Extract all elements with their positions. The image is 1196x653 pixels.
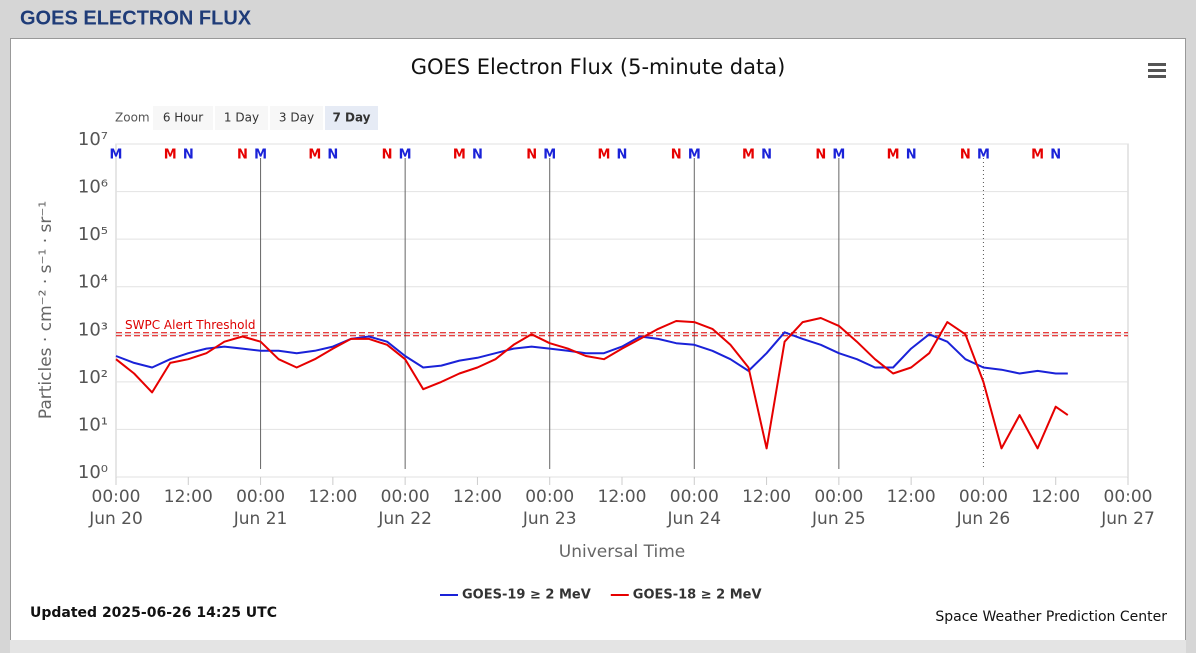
x-axis-label: Universal Time [559, 542, 685, 562]
noon-midnight-marker: M [254, 148, 267, 163]
noon-midnight-marker: M [1031, 148, 1044, 163]
x-tick-label: Jun 27 [1100, 509, 1155, 529]
menu-icon[interactable] [1148, 63, 1166, 78]
y-tick-label: 10² [78, 367, 108, 388]
zoom-button[interactable] [325, 106, 378, 130]
noon-midnight-marker: N [382, 148, 393, 163]
y-axis-label: Particles · cm⁻² · s⁻¹ · sr⁻¹ [36, 201, 56, 419]
page-title: GOES ELECTRON FLUX [20, 7, 252, 29]
zoom-button-label[interactable]: 7 Day [332, 111, 370, 125]
noon-midnight-marker: N [960, 148, 971, 163]
noon-midnight-marker: N [472, 148, 483, 163]
noon-midnight-marker: N [617, 148, 628, 163]
x-tick-label: 00:00 [525, 487, 574, 507]
x-tick-label: 00:00 [1104, 487, 1153, 507]
credit-text: Space Weather Prediction Center [935, 609, 1167, 625]
x-tick-label: 00:00 [959, 487, 1008, 507]
zoom-button-label[interactable]: 3 Day [279, 111, 314, 125]
y-tick-label: 10⁰ [78, 462, 108, 483]
y-tick-label: 10³ [78, 319, 108, 340]
legend-label[interactable]: GOES-18 ≥ 2 MeV [633, 588, 762, 603]
noon-midnight-marker: M [742, 148, 755, 163]
x-tick-label: 12:00 [164, 487, 213, 507]
noon-midnight-marker: M [597, 148, 610, 163]
zoom-button[interactable] [215, 106, 268, 130]
noon-midnight-marker: M [977, 148, 990, 163]
noon-midnight-marker: N [815, 148, 826, 163]
x-tick-label: 00:00 [92, 487, 141, 507]
panel [10, 38, 1186, 641]
zoom-button[interactable] [270, 106, 323, 130]
x-tick-label: 12:00 [308, 487, 357, 507]
chart-title: GOES Electron Flux (5-minute data) [411, 55, 786, 79]
zoom-button-label[interactable]: 1 Day [224, 111, 259, 125]
x-tick-label: Jun 24 [666, 509, 721, 529]
y-tick-label: 10⁴ [78, 272, 108, 293]
x-tick-label: Jun 21 [233, 509, 288, 529]
zoom-button[interactable] [153, 106, 213, 130]
y-tick-label: 10¹ [78, 414, 108, 435]
tab-strip [10, 640, 1186, 653]
noon-midnight-marker: N [237, 148, 248, 163]
y-tick-label: 10⁶ [78, 177, 108, 198]
x-tick-label: 12:00 [1031, 487, 1080, 507]
x-tick-label: 12:00 [887, 487, 936, 507]
zoom-label: Zoom [115, 111, 150, 125]
noon-midnight-marker: N [906, 148, 917, 163]
x-tick-label: Jun 26 [956, 509, 1011, 529]
legend-label[interactable]: GOES-19 ≥ 2 MeV [462, 588, 591, 603]
noon-midnight-marker: M [887, 148, 900, 163]
x-tick-label: 12:00 [742, 487, 791, 507]
threshold-label: SWPC Alert Threshold [125, 318, 255, 332]
noon-midnight-marker: M [308, 148, 321, 163]
x-tick-label: 00:00 [814, 487, 863, 507]
x-tick-label: 12:00 [453, 487, 502, 507]
noon-midnight-marker: N [327, 148, 338, 163]
noon-midnight-marker: N [183, 148, 194, 163]
noon-midnight-marker: M [688, 148, 701, 163]
noon-midnight-marker: M [164, 148, 177, 163]
noon-midnight-marker: N [671, 148, 682, 163]
noon-midnight-marker: N [526, 148, 537, 163]
x-tick-label: 12:00 [598, 487, 647, 507]
noon-midnight-marker: N [1050, 148, 1061, 163]
noon-midnight-marker: M [832, 148, 845, 163]
x-tick-label: 00:00 [381, 487, 430, 507]
menu-bar[interactable] [1148, 75, 1166, 78]
menu-bar[interactable] [1148, 69, 1166, 72]
menu-bar[interactable] [1148, 63, 1166, 66]
noon-midnight-marker: N [761, 148, 772, 163]
series-line [115, 317, 1069, 450]
y-tick-label: 10⁷ [78, 129, 108, 150]
x-tick-label: 00:00 [670, 487, 719, 507]
updated-text: Updated 2025-06-26 14:25 UTC [30, 605, 277, 621]
x-tick-label: Jun 23 [522, 509, 577, 529]
x-tick-label: Jun 20 [88, 509, 143, 529]
noon-midnight-marker: M [110, 148, 123, 163]
zoom-button-label[interactable]: 6 Hour [163, 111, 203, 125]
x-tick-label: Jun 25 [811, 509, 866, 529]
noon-midnight-marker: M [543, 148, 556, 163]
noon-midnight-marker: M [399, 148, 412, 163]
noon-midnight-marker: M [453, 148, 466, 163]
x-tick-label: 00:00 [236, 487, 285, 507]
y-tick-label: 10⁵ [78, 224, 108, 245]
series-line [115, 331, 1068, 375]
x-tick-label: Jun 22 [377, 509, 432, 529]
